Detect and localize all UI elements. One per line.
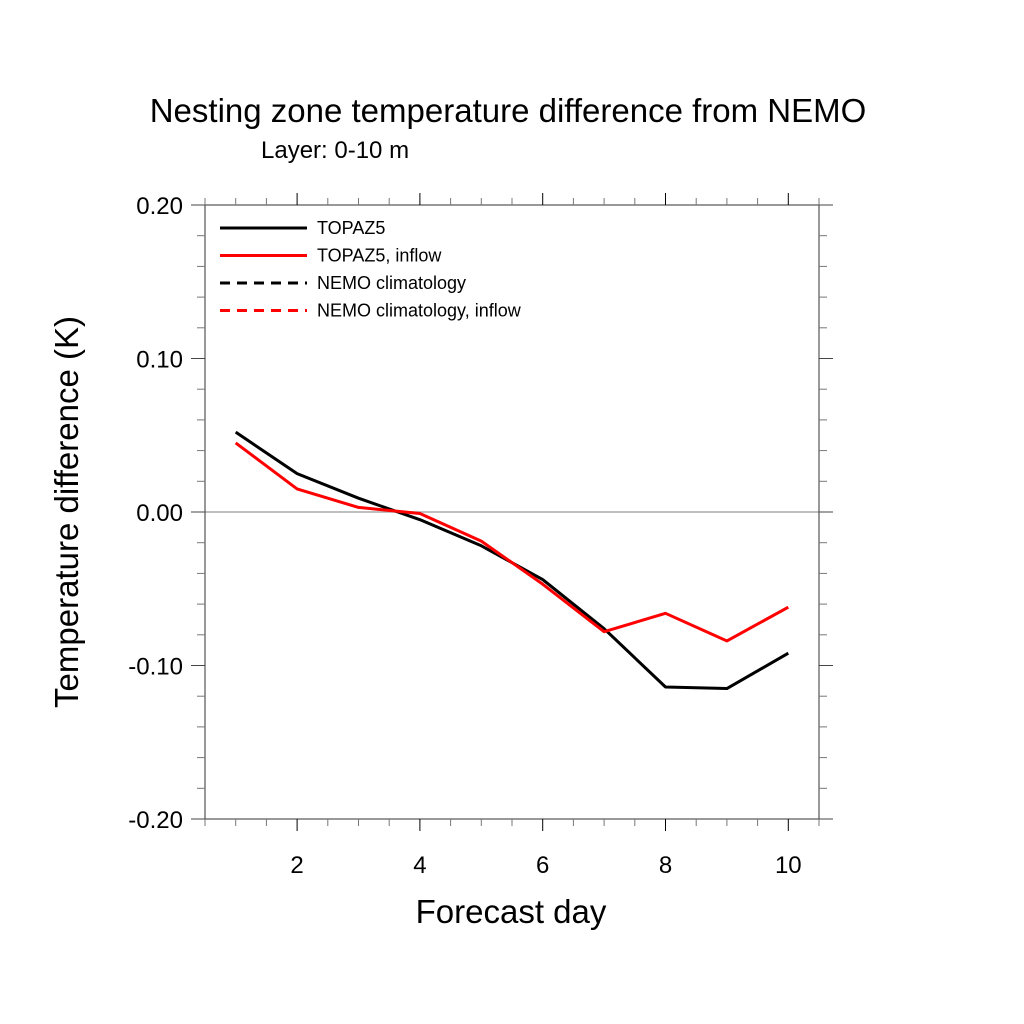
y-axis-label: Temperature difference (K) [48, 316, 85, 708]
y-tick-label: -0.10 [128, 654, 183, 681]
plot-axes: 0.20 0.10 0.00 -0.10 -0.20 2 4 6 8 10 [128, 193, 833, 879]
x-axis-label: Forecast day [416, 893, 607, 930]
legend-label: NEMO climatology, inflow [317, 301, 522, 321]
legend-label: TOPAZ5, inflow [317, 246, 442, 266]
y-tick-label: 0.20 [136, 193, 183, 220]
x-tick-label: 2 [290, 852, 303, 879]
series-line-0 [234, 430, 790, 691]
y-tick-label: 0.00 [136, 500, 183, 527]
chart-subtitle: Layer: 0-10 m [261, 137, 409, 164]
legend-label: TOPAZ5 [317, 218, 385, 238]
chart-title: Nesting zone temperature difference from… [150, 92, 867, 129]
series-layer [234, 430, 790, 691]
series-line-1 [234, 441, 790, 643]
y-tick-label: -0.20 [128, 807, 183, 834]
x-tick-label: 10 [775, 852, 802, 879]
y-tick-label: 0.10 [136, 347, 183, 374]
legend-label: NEMO climatology [317, 273, 466, 293]
x-tick-label: 6 [536, 852, 549, 879]
x-tick-label: 8 [659, 852, 672, 879]
x-tick-label: 4 [413, 852, 426, 879]
legend: TOPAZ5 TOPAZ5, inflow NEMO climatology NEMO… [220, 218, 522, 321]
